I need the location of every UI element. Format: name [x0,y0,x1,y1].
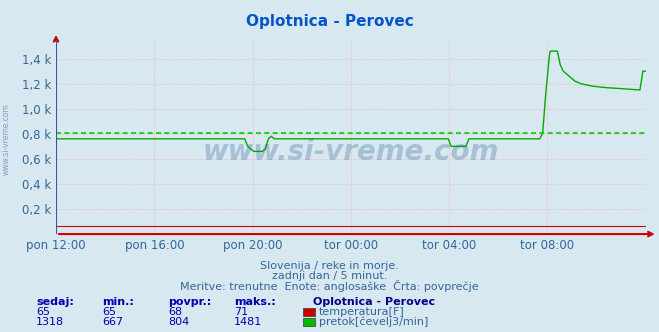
Text: temperatura[F]: temperatura[F] [319,307,405,317]
Text: 1481: 1481 [234,317,262,327]
Text: 65: 65 [36,307,50,317]
Text: min.:: min.: [102,297,134,307]
Text: 65: 65 [102,307,116,317]
Text: povpr.:: povpr.: [168,297,212,307]
Text: 667: 667 [102,317,123,327]
Text: maks.:: maks.: [234,297,275,307]
Text: Oplotnica - Perovec: Oplotnica - Perovec [246,14,413,29]
Text: pretok[čevelj3/min]: pretok[čevelj3/min] [319,317,428,327]
Text: sedaj:: sedaj: [36,297,74,307]
Text: 68: 68 [168,307,182,317]
Text: Oplotnica - Perovec: Oplotnica - Perovec [313,297,435,307]
Text: 71: 71 [234,307,248,317]
Text: 1318: 1318 [36,317,65,327]
Text: Meritve: trenutne  Enote: anglosaške  Črta: povprečje: Meritve: trenutne Enote: anglosaške Črta… [180,280,479,291]
Text: www.si-vreme.com: www.si-vreme.com [2,104,11,175]
Text: www.si-vreme.com: www.si-vreme.com [203,138,499,166]
Text: Slovenija / reke in morje.: Slovenija / reke in morje. [260,261,399,271]
Text: zadnji dan / 5 minut.: zadnji dan / 5 minut. [272,271,387,281]
Text: 804: 804 [168,317,189,327]
